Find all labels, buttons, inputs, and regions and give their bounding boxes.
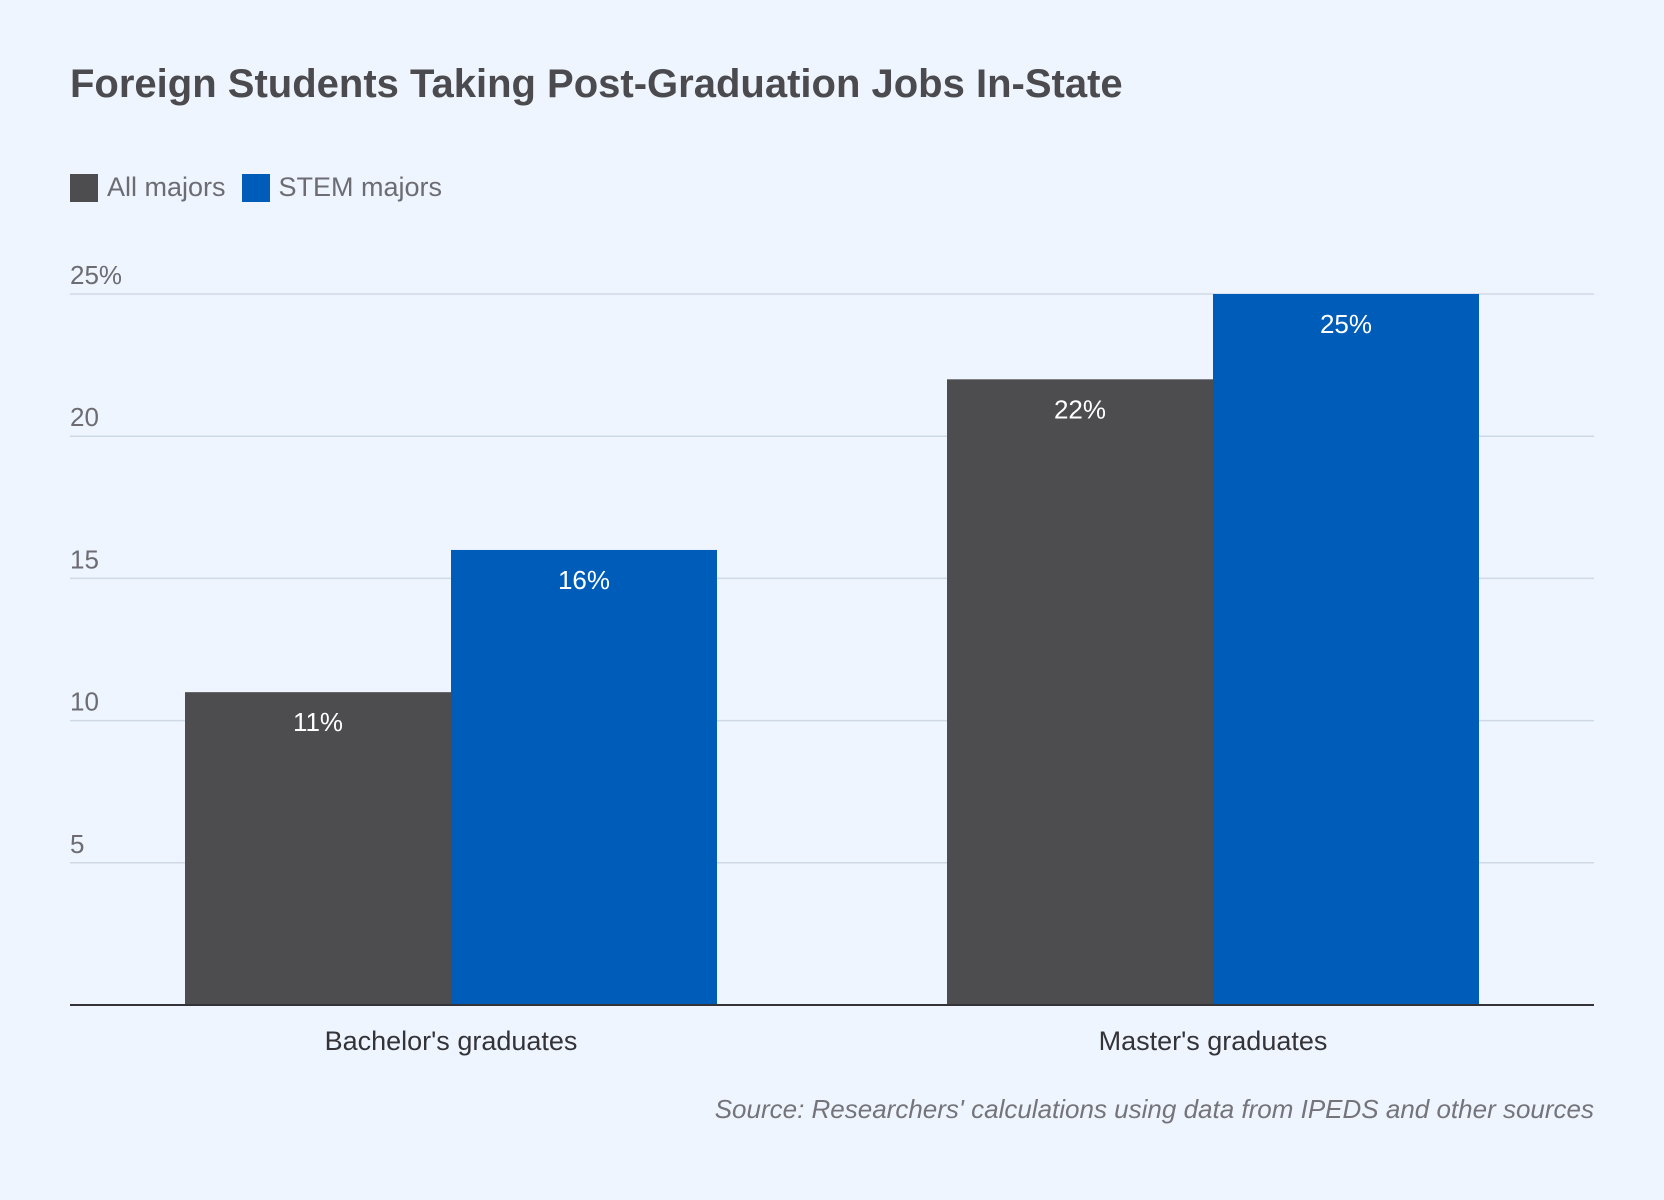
x-category-label: Bachelor's graduates — [325, 1026, 578, 1056]
bar — [451, 549, 717, 1005]
data-label: 16% — [558, 565, 610, 595]
y-tick-label: 20 — [70, 402, 99, 432]
chart-title: Foreign Students Taking Post-Graduation … — [70, 62, 1123, 106]
y-tick-label: 25% — [70, 260, 122, 290]
legend-item-all-majors: All majors — [70, 172, 226, 203]
x-category-label: Master's graduates — [1099, 1026, 1328, 1056]
data-label: 25% — [1320, 309, 1372, 339]
legend-swatch-stem-majors — [241, 173, 270, 202]
bar — [947, 379, 1213, 1005]
chart-legend: All majors STEM majors — [70, 172, 442, 203]
bar — [1213, 294, 1479, 1005]
legend-item-stem-majors: STEM majors — [241, 172, 443, 203]
legend-label-all-majors: All majors — [107, 172, 226, 202]
legend-label-stem-majors: STEM majors — [278, 172, 443, 202]
bar — [185, 692, 451, 1005]
legend-swatch-all-majors — [70, 173, 98, 202]
y-tick-label: 5 — [70, 829, 84, 859]
y-tick-label: 10 — [70, 687, 99, 717]
data-label: 11% — [293, 707, 343, 737]
source-note: Source: Researchers' calculations using … — [714, 1094, 1594, 1124]
data-label: 22% — [1054, 394, 1106, 424]
y-tick-label: 15 — [70, 544, 99, 574]
